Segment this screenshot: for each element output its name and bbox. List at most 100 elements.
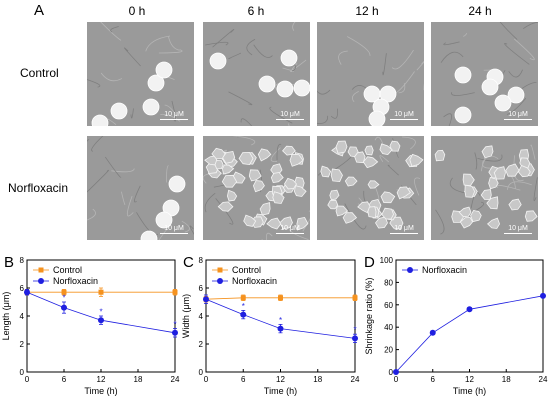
red-blood-cell bbox=[293, 79, 310, 97]
membrane-texture bbox=[330, 108, 339, 119]
membrane-texture bbox=[270, 147, 281, 162]
membrane-texture bbox=[232, 136, 256, 146]
membrane-texture bbox=[506, 97, 527, 115]
membrane-texture bbox=[269, 106, 293, 124]
x-axis-label: Time (h) bbox=[453, 386, 486, 396]
micrograph-control-0h: 10 μM bbox=[87, 22, 194, 126]
membrane-texture bbox=[104, 156, 122, 178]
series-line bbox=[205, 297, 355, 300]
x-tick-label: 0 bbox=[204, 375, 209, 384]
data-point bbox=[98, 317, 104, 324]
membrane-texture bbox=[266, 232, 273, 240]
membrane-texture bbox=[302, 210, 310, 232]
membrane-texture bbox=[477, 154, 503, 162]
data-point bbox=[203, 296, 209, 303]
data-point bbox=[277, 325, 284, 332]
membrane-texture bbox=[91, 136, 104, 152]
shrunken-cell bbox=[354, 151, 366, 164]
y-axis-label: Length (μm) bbox=[1, 292, 11, 341]
plot-frame bbox=[395, 259, 544, 373]
membrane-texture bbox=[499, 22, 518, 40]
shrunken-cell bbox=[367, 180, 380, 189]
time-header-24h: 24 h bbox=[468, 4, 492, 18]
data-point bbox=[61, 304, 67, 311]
micrograph-norfloxacin-24h: 10 μM bbox=[431, 136, 538, 240]
shrunken-cell bbox=[389, 140, 401, 152]
x-tick-label: 18 bbox=[313, 375, 322, 384]
data-point bbox=[393, 369, 399, 375]
membrane-texture bbox=[158, 49, 183, 54]
data-point bbox=[172, 289, 178, 295]
membrane-texture bbox=[507, 181, 532, 190]
micrograph-norfloxacin-12h: 10 μM bbox=[317, 136, 424, 240]
y-tick-label: 20 bbox=[384, 346, 393, 355]
red-blood-cell bbox=[258, 75, 276, 93]
time-header-0h: 0 h bbox=[128, 4, 146, 18]
membrane-texture bbox=[228, 91, 253, 106]
shrunken-cell bbox=[272, 191, 285, 204]
time-header-12h: 12 h bbox=[355, 4, 379, 18]
membrane-texture bbox=[496, 184, 521, 191]
shrunken-cell bbox=[221, 174, 238, 188]
x-tick-label: 18 bbox=[502, 375, 511, 384]
red-blood-cell bbox=[507, 86, 525, 104]
shrunken-cell bbox=[462, 173, 475, 187]
shrunken-cell bbox=[505, 163, 520, 177]
scale-bar-line bbox=[504, 232, 532, 234]
red-blood-cell bbox=[91, 114, 109, 126]
significance-mark: * bbox=[242, 302, 245, 311]
scale-bar: 10 μM bbox=[504, 225, 532, 234]
membrane-texture bbox=[379, 155, 389, 163]
row-label-norfloxacin: Norfloxacin bbox=[8, 181, 69, 195]
x-tick-label: 18 bbox=[134, 375, 143, 384]
legend-marker bbox=[217, 278, 223, 284]
x-tick-label: 12 bbox=[465, 375, 474, 384]
shrunken-cell bbox=[381, 207, 394, 220]
membrane-texture bbox=[87, 208, 96, 221]
membrane-texture bbox=[124, 47, 141, 67]
micrograph-control-12h: 10 μM bbox=[317, 22, 424, 126]
significance-mark: * bbox=[279, 316, 282, 325]
micrograph-norfloxacin-0h: 10 μM bbox=[87, 136, 194, 240]
scale-bar-line bbox=[160, 232, 188, 234]
data-point bbox=[240, 295, 246, 301]
shrunken-cell bbox=[217, 201, 234, 212]
red-blood-cell bbox=[142, 98, 160, 116]
membrane-texture bbox=[110, 26, 119, 33]
red-blood-cell bbox=[379, 85, 397, 103]
scale-bar: 10 μM bbox=[390, 111, 418, 120]
series-line bbox=[26, 291, 176, 334]
shrunken-cell bbox=[330, 168, 343, 183]
shrunken-cell bbox=[257, 148, 272, 162]
membrane-texture bbox=[440, 51, 464, 63]
scale-bar-label: 10 μM bbox=[508, 110, 528, 118]
shrunken-cell bbox=[396, 186, 411, 200]
membrane-texture bbox=[344, 203, 367, 230]
x-tick-label: 12 bbox=[276, 375, 285, 384]
membrane-texture bbox=[111, 168, 135, 173]
shrunken-cell bbox=[342, 212, 358, 224]
red-blood-cell bbox=[155, 61, 173, 79]
x-tick-label: 24 bbox=[539, 375, 548, 384]
membrane-texture bbox=[205, 41, 229, 46]
scale-bar-label: 10 μM bbox=[280, 224, 300, 232]
panel-letter-d: D bbox=[364, 254, 375, 271]
micrograph-control-6h: 10 μM bbox=[203, 22, 310, 126]
y-tick-label: 8 bbox=[20, 256, 25, 265]
x-tick-label: 6 bbox=[431, 375, 436, 384]
scale-bar-line bbox=[390, 232, 418, 234]
membrane-texture bbox=[401, 136, 416, 150]
membrane-texture bbox=[87, 169, 109, 193]
membrane-texture bbox=[164, 104, 178, 117]
shrunken-cell bbox=[470, 210, 482, 223]
membrane-texture bbox=[133, 185, 141, 203]
scale-bar-line bbox=[160, 118, 188, 120]
membrane-texture bbox=[204, 192, 216, 213]
data-point bbox=[24, 289, 30, 296]
y-tick-label: 8 bbox=[199, 256, 204, 265]
shrunken-cell bbox=[289, 153, 304, 167]
panel-letter-a: A bbox=[34, 2, 45, 19]
y-tick-label: 100 bbox=[380, 256, 394, 265]
shrunken-cell bbox=[282, 145, 296, 156]
